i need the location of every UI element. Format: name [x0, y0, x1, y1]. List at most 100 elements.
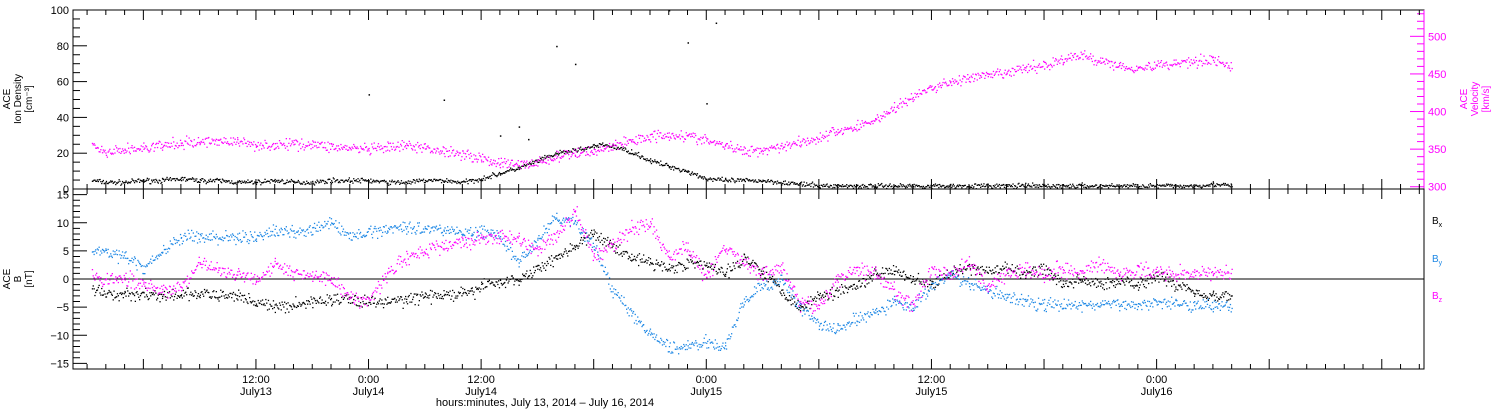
density-tick-label: 60 — [57, 77, 69, 89]
density-point — [1177, 185, 1180, 187]
bx-point — [296, 305, 299, 307]
velocity-point — [802, 138, 804, 140]
density-point — [969, 186, 972, 188]
density-point — [587, 146, 589, 148]
by-point — [127, 257, 129, 259]
by-point — [116, 254, 119, 256]
velocity-point — [903, 102, 905, 104]
velocity-point — [350, 149, 352, 151]
bx-point — [720, 266, 722, 269]
density-point — [371, 180, 374, 183]
bx-point — [655, 259, 658, 261]
bx-point — [557, 258, 559, 260]
density-point — [444, 180, 446, 182]
velocity-point — [980, 75, 982, 77]
density-point — [1130, 184, 1132, 187]
velocity-point — [1034, 69, 1036, 72]
density-point — [568, 150, 570, 152]
density-point — [364, 180, 366, 182]
bx-point — [168, 291, 171, 293]
velocity-point — [535, 164, 537, 166]
bx-point — [113, 290, 115, 292]
bx-point — [206, 289, 208, 291]
bx-point — [104, 293, 106, 295]
velocity-point — [427, 145, 429, 147]
bx-point — [695, 262, 697, 264]
bx-point — [1071, 283, 1073, 285]
bx-point — [1111, 282, 1113, 284]
by-point — [359, 231, 362, 234]
bx-point — [580, 239, 582, 241]
velocity-point — [349, 147, 352, 149]
density-point — [952, 183, 954, 185]
density-point — [295, 181, 297, 183]
by-point — [494, 235, 496, 238]
density-point — [1105, 184, 1107, 186]
density-point — [441, 179, 443, 181]
density-point — [1078, 184, 1080, 186]
velocity-point — [525, 162, 527, 164]
density-point — [439, 178, 441, 181]
density-point — [840, 185, 842, 187]
bx-point — [1019, 274, 1021, 276]
velocity-point — [781, 145, 783, 147]
density-point — [712, 180, 714, 182]
bx-point — [877, 274, 879, 276]
by-point — [365, 235, 367, 237]
velocity-point — [749, 155, 751, 157]
velocity-point — [792, 142, 794, 145]
density-point — [1032, 184, 1035, 187]
density-point — [1143, 186, 1146, 188]
bx-point — [776, 284, 779, 286]
density-point — [382, 180, 384, 182]
bx-point — [160, 293, 162, 295]
by-point — [166, 248, 168, 250]
velocity-point — [720, 143, 722, 145]
bx-point — [836, 287, 838, 289]
velocity-point — [691, 135, 693, 137]
bx-point — [633, 255, 636, 258]
by-point — [227, 240, 229, 242]
bx-point — [399, 298, 401, 300]
density-point — [183, 177, 185, 179]
velocity-point — [382, 151, 385, 154]
velocity-point — [367, 148, 369, 150]
density-point — [1084, 183, 1086, 186]
density-point — [105, 180, 108, 183]
velocity-point — [444, 155, 446, 158]
bx-point — [1183, 284, 1186, 286]
by-point — [410, 227, 412, 229]
bx-point — [994, 267, 996, 269]
velocity-point — [927, 88, 929, 90]
by-point — [519, 259, 521, 261]
density-point — [665, 163, 667, 165]
velocity-point — [1064, 58, 1066, 60]
by-point — [238, 232, 241, 234]
by-point — [612, 297, 614, 299]
velocity-point — [615, 145, 618, 147]
bx-point — [560, 253, 562, 255]
velocity-point — [1044, 68, 1046, 70]
by-point — [628, 315, 630, 317]
velocity-point — [1211, 55, 1213, 58]
velocity-point — [513, 165, 515, 167]
density-point — [332, 177, 334, 179]
by-point — [252, 236, 254, 239]
density-point — [535, 159, 537, 161]
density-point — [685, 170, 687, 172]
bx-point — [846, 291, 849, 294]
density-point — [1014, 185, 1016, 187]
velocity-point — [708, 142, 710, 144]
velocity-point — [379, 148, 381, 151]
velocity-point — [743, 146, 745, 148]
by-point — [526, 255, 528, 257]
by-point — [344, 231, 346, 233]
velocity-point — [577, 147, 579, 149]
bx-point — [592, 235, 594, 238]
bx-point — [470, 287, 473, 290]
velocity-point — [486, 159, 488, 161]
bx-point — [1158, 281, 1160, 283]
bx-point — [455, 295, 457, 297]
bx-point — [918, 280, 920, 282]
density-point — [699, 175, 701, 177]
